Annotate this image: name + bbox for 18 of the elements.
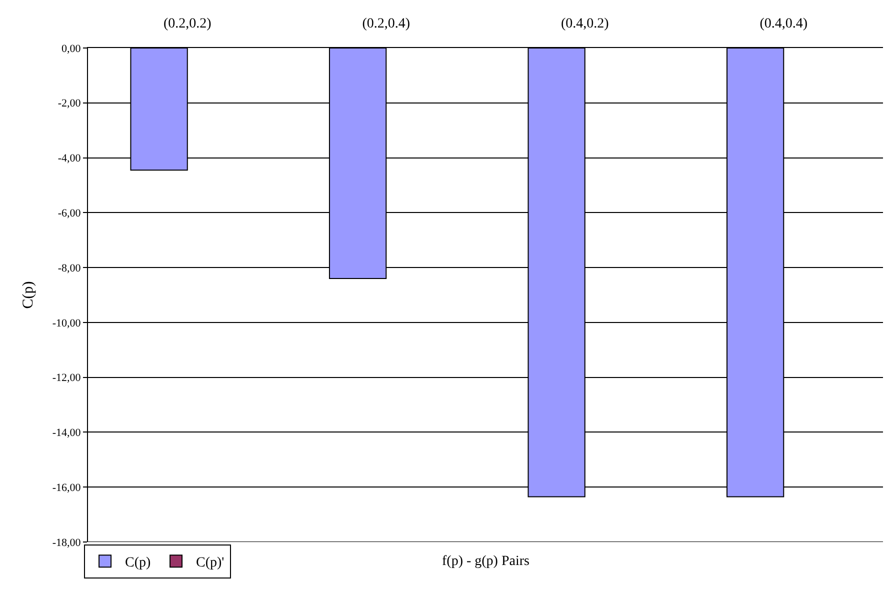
- x-axis-title: f(p) - g(p) Pairs: [442, 554, 530, 569]
- y-tick-label: -2,00: [58, 98, 82, 110]
- y-tick-label: -12,00: [52, 372, 82, 384]
- x-tick-label: (0.2,0.2): [163, 16, 212, 32]
- y-tick-label: -16,00: [52, 482, 82, 494]
- y-tick-label: -14,00: [52, 427, 82, 440]
- y-tick-label: 0,00: [62, 42, 82, 55]
- y-tick-label: -6,00: [58, 208, 82, 220]
- legend-label: C(p): [125, 556, 152, 571]
- x-tick-label: (0.4,0.4): [760, 16, 808, 32]
- y-tick-label: -10,00: [52, 317, 82, 330]
- y-tick-label: -8,00: [58, 262, 82, 274]
- y-axis-title: C(p): [20, 281, 37, 309]
- y-tick-label: -18,00: [52, 536, 82, 549]
- y-tick-label: -4,00: [58, 152, 82, 165]
- x-tick-label: (0.2,0.4): [362, 16, 410, 32]
- legend-label: C(p)': [196, 556, 224, 571]
- x-tick-label: (0.4,0.2): [560, 16, 610, 32]
